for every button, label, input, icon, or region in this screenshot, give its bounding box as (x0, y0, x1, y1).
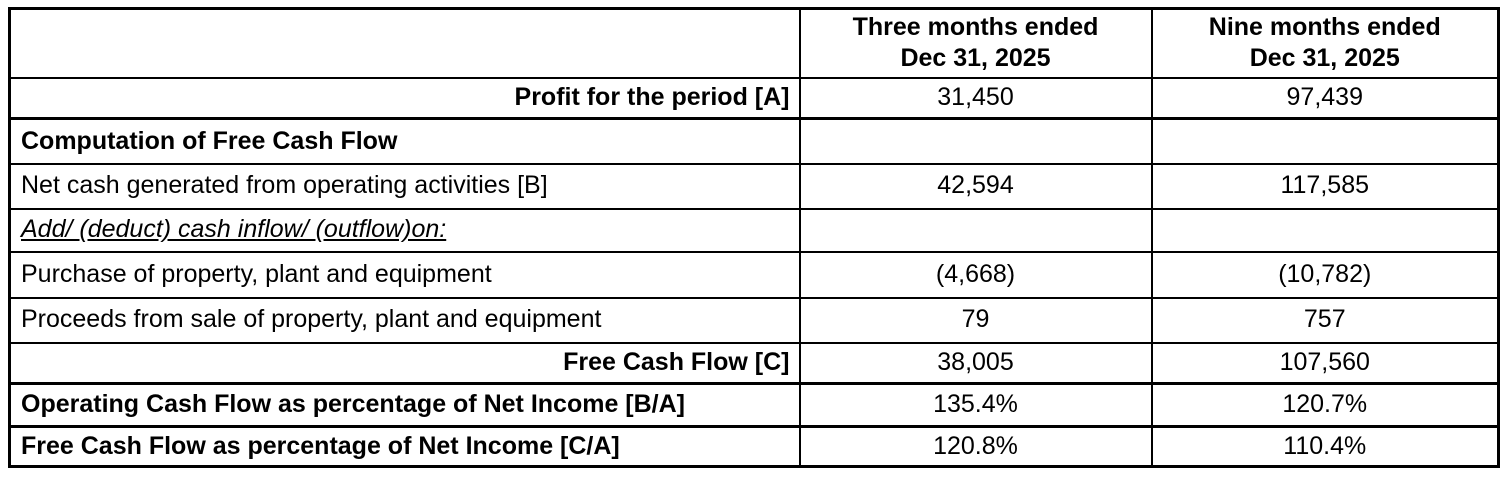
table-row: Net cash generated from operating activi… (8, 162, 1500, 210)
row-label-cell: Net cash generated from operating activi… (8, 162, 801, 210)
row-label-cell: Computation of Free Cash Flow (8, 117, 801, 165)
col-header-nine-months-line2: Dec 31, 2025 (1249, 44, 1400, 73)
table-row: Proceeds from sale of property, plant an… (8, 296, 1500, 344)
col-header-nine-months-line1: Nine months ended (1208, 13, 1441, 41)
value-cell-nine-months: 120.7% (1150, 382, 1500, 428)
table-header: Three months ended Dec 31, 2025 Nine mon… (8, 7, 1500, 79)
row-label-cell: Free Cash Flow as percentage of Net Inco… (8, 425, 801, 468)
table-row: Free Cash Flow as percentage of Net Inco… (8, 425, 1500, 468)
row-label-cell: Proceeds from sale of property, plant an… (8, 296, 801, 344)
col-header-three-months-line2: Dec 31, 2025 (900, 44, 1051, 73)
value-cell-three-months: 79 (798, 296, 1153, 344)
table-row: Operating Cash Flow as percentage of Net… (8, 382, 1500, 428)
value-cell-nine-months (1150, 117, 1500, 165)
corner-cell (8, 7, 801, 79)
table-row: Purchase of property, plant and equipmen… (8, 250, 1500, 299)
row-label-cell: Operating Cash Flow as percentage of Net… (8, 382, 801, 428)
table-row: Free Cash Flow [C] 38,005 107,560 (8, 341, 1500, 385)
value-cell-three-months (798, 117, 1153, 165)
free-cash-flow-table: Three months ended Dec 31, 2025 Nine mon… (8, 7, 1500, 468)
value-cell-three-months (798, 207, 1153, 253)
col-header-three-months: Three months ended Dec 31, 2025 (798, 7, 1153, 79)
value-cell-nine-months: 117,585 (1150, 162, 1500, 210)
value-cell-nine-months: 757 (1150, 296, 1500, 344)
table-row: Computation of Free Cash Flow (8, 117, 1500, 165)
row-label-cell: Profit for the period [A] (8, 76, 801, 120)
col-header-three-months-line1: Three months ended (852, 13, 1099, 41)
row-label-cell: Purchase of property, plant and equipmen… (8, 250, 801, 299)
value-cell-nine-months (1150, 207, 1500, 253)
col-header-nine-months: Nine months ended Dec 31, 2025 (1150, 7, 1500, 79)
value-cell-nine-months: 107,560 (1150, 341, 1500, 385)
value-cell-three-months: 135.4% (798, 382, 1153, 428)
value-cell-three-months: 42,594 (798, 162, 1153, 210)
table-row: Profit for the period [A] 31,450 97,439 (8, 76, 1500, 120)
table-row: Add/ (deduct) cash inflow/ (outflow)on: (8, 207, 1500, 253)
value-cell-three-months: 38,005 (798, 341, 1153, 385)
value-cell-nine-months: 110.4% (1150, 425, 1500, 468)
table-body: Profit for the period [A] 31,450 97,439 Com… (8, 76, 1500, 468)
value-cell-nine-months: 97,439 (1150, 76, 1500, 120)
row-label-cell: Free Cash Flow [C] (8, 341, 801, 385)
value-cell-three-months: 31,450 (798, 76, 1153, 120)
value-cell-three-months: 120.8% (798, 425, 1153, 468)
header-row: Three months ended Dec 31, 2025 Nine mon… (8, 7, 1500, 79)
row-label-cell: Add/ (deduct) cash inflow/ (outflow)on: (8, 207, 801, 253)
value-cell-nine-months: (10,782) (1150, 250, 1500, 299)
value-cell-three-months: (4,668) (798, 250, 1153, 299)
